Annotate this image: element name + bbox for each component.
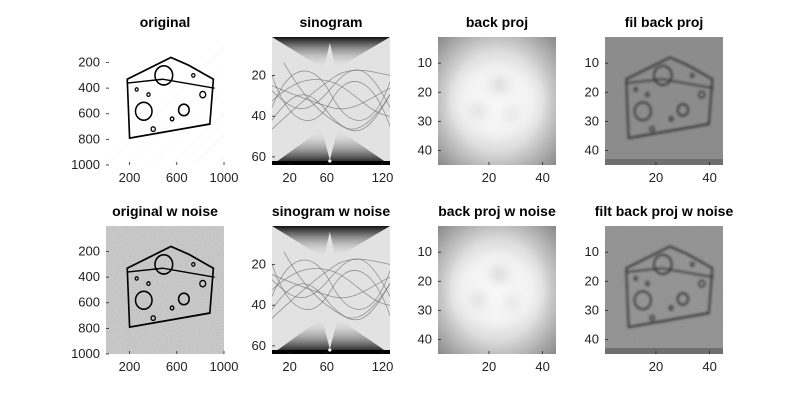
y-tick-label: 400 xyxy=(78,80,100,95)
subplot-title: back proj w noise xyxy=(438,203,556,219)
y-tick-label: 20 xyxy=(585,273,599,288)
x-tick-label: 20 xyxy=(649,359,663,374)
subplot-5: original w noise 200 600 1000 1000 800 600 400 2… xyxy=(71,203,238,374)
y-tick-label: 1000 xyxy=(71,157,100,172)
subplot-image xyxy=(106,226,224,354)
subplot-title: sinogram xyxy=(299,14,362,30)
x-tick-label: 1000 xyxy=(210,170,239,185)
y-tick-label: 30 xyxy=(585,113,599,128)
y-tick-label: 30 xyxy=(418,302,432,317)
y-tick-label: 20 xyxy=(252,257,266,272)
y-tick-label: 800 xyxy=(78,320,100,335)
x-tick-label: 120 xyxy=(372,359,394,374)
x-tick-label: 20 xyxy=(282,359,296,374)
subplot-title: original w noise xyxy=(112,203,218,219)
subplot-image xyxy=(271,226,391,354)
x-tick-label: 40 xyxy=(702,359,716,374)
subplot-6: sinogram w noise 20 60 120 60 40 20 xyxy=(252,203,394,374)
subplot-title: fil back proj xyxy=(625,14,704,30)
y-tick-label: 600 xyxy=(78,106,100,121)
x-tick-label: 60 xyxy=(320,359,334,374)
subplot-7: back proj w noise 20 40 40 30 20 10 xyxy=(418,203,556,374)
x-tick-label: 20 xyxy=(649,170,663,185)
subplot-image xyxy=(605,37,723,165)
y-tick-label: 200 xyxy=(78,243,100,258)
subplot-image xyxy=(605,226,723,354)
y-tick-label: 40 xyxy=(252,108,266,123)
y-tick-label: 800 xyxy=(78,131,100,146)
subplot-2: sinogram 20 60 120 60 40 20 xyxy=(252,14,394,185)
y-tick-label: 30 xyxy=(585,302,599,317)
subplot-title: filt back proj w noise xyxy=(595,203,734,219)
x-tick-label: 200 xyxy=(119,359,141,374)
y-tick-label: 40 xyxy=(585,331,599,346)
subplot-title: original xyxy=(140,14,191,30)
y-tick-label: 20 xyxy=(252,68,266,83)
subplot-title: sinogram w noise xyxy=(272,203,390,219)
subplot-image xyxy=(271,37,391,165)
x-tick-label: 40 xyxy=(535,170,549,185)
x-tick-label: 60 xyxy=(320,170,334,185)
y-tick-label: 60 xyxy=(252,149,266,164)
subplot-4: fil back proj 20 40 40 30 20 10 xyxy=(585,14,723,185)
y-tick-label: 40 xyxy=(418,331,432,346)
y-tick-label: 10 xyxy=(585,244,599,259)
y-tick-label: 400 xyxy=(78,269,100,284)
x-tick-label: 1000 xyxy=(210,359,239,374)
y-tick-label: 40 xyxy=(252,297,266,312)
x-tick-label: 120 xyxy=(372,170,394,185)
subplot-1: original 200 600 1000 1000 800 600 400 200 xyxy=(71,14,238,185)
subplot-image xyxy=(438,37,556,165)
x-tick-label: 40 xyxy=(702,170,716,185)
y-tick-label: 10 xyxy=(418,55,432,70)
x-tick-label: 20 xyxy=(482,170,496,185)
y-tick-label: 60 xyxy=(252,338,266,353)
y-tick-label: 10 xyxy=(585,55,599,70)
subplot-image xyxy=(438,226,556,354)
subplot-title: back proj xyxy=(466,14,528,30)
x-tick-label: 600 xyxy=(166,359,188,374)
y-tick-label: 40 xyxy=(585,142,599,157)
y-tick-label: 10 xyxy=(418,244,432,259)
x-tick-label: 200 xyxy=(119,170,141,185)
y-tick-label: 200 xyxy=(78,54,100,69)
subplot-image xyxy=(105,37,225,166)
y-tick-label: 20 xyxy=(418,273,432,288)
y-tick-label: 20 xyxy=(585,84,599,99)
x-tick-label: 20 xyxy=(482,359,496,374)
x-tick-label: 40 xyxy=(535,359,549,374)
y-tick-label: 20 xyxy=(418,84,432,99)
y-tick-label: 30 xyxy=(418,113,432,128)
x-tick-label: 600 xyxy=(166,170,188,185)
y-tick-label: 1000 xyxy=(71,346,100,361)
subplot-3: back proj 20 40 40 30 20 10 xyxy=(418,14,556,185)
x-tick-label: 20 xyxy=(282,170,296,185)
y-tick-label: 40 xyxy=(418,142,432,157)
y-tick-label: 600 xyxy=(78,295,100,310)
subplot-8: filt back proj w noise 20 40 40 30 20 10 xyxy=(585,203,734,374)
